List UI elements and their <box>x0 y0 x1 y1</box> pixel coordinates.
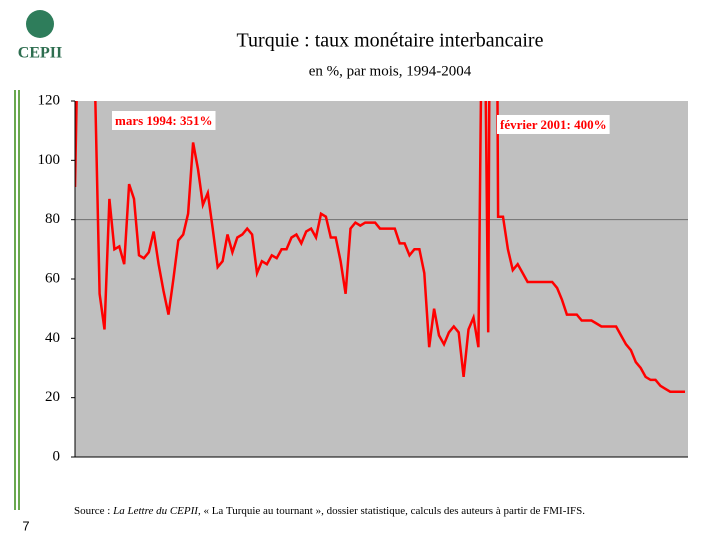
chart-title: Turquie : taux monétaire interbancaire <box>237 30 544 52</box>
source-prefix: Source : <box>74 505 113 517</box>
source: Source : La Lettre du CEPII, « La Turqui… <box>74 505 585 517</box>
y-tick-label: 100 <box>38 152 61 168</box>
annotation: mars 1994: 351% <box>112 110 216 130</box>
y-tick-label: 60 <box>45 270 60 286</box>
annotation-text: février 2001: 400% <box>500 117 607 132</box>
y-tick-label: 0 <box>53 448 61 464</box>
y-tick-label: 20 <box>45 389 60 405</box>
decor-line <box>14 90 16 510</box>
annotation-box <box>497 114 610 134</box>
plot: 0 20 40 60 80 100 120 mars 1994: 351% février 20… <box>38 92 688 464</box>
source-text: , « La Turquie au tournant », dossier st… <box>198 505 585 517</box>
page-number: 7 <box>22 518 29 533</box>
logo: CEPII <box>18 45 62 62</box>
annotation: février 2001: 400% <box>497 114 610 134</box>
chart-subtitle: en %, par mois, 1994-2004 <box>309 63 472 79</box>
plot-background <box>75 101 688 457</box>
y-tick-label: 80 <box>45 211 60 227</box>
data-line <box>75 101 685 393</box>
annotation-text: mars 1994: 351% <box>115 113 213 128</box>
y-tick-label: 40 <box>45 330 60 346</box>
annotation-box <box>112 110 216 130</box>
source-publication: La Lettre du CEPII <box>112 505 199 517</box>
logo-globe <box>26 10 54 38</box>
decor-line <box>18 90 20 510</box>
y-tick-label: 120 <box>38 92 61 108</box>
